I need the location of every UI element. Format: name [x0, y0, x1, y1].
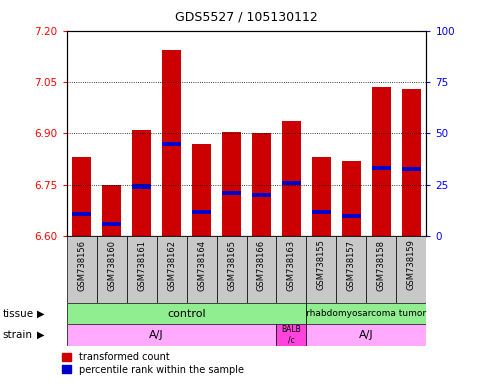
FancyBboxPatch shape [307, 324, 426, 346]
Legend: transformed count, percentile rank within the sample: transformed count, percentile rank withi… [62, 353, 244, 375]
Text: GSM738166: GSM738166 [257, 240, 266, 291]
Text: GSM738156: GSM738156 [77, 240, 86, 291]
Bar [282, 181, 301, 185]
FancyBboxPatch shape [307, 236, 336, 303]
Bar [162, 142, 181, 146]
Text: GSM738162: GSM738162 [167, 240, 176, 291]
Bar [402, 167, 421, 171]
Text: control: control [167, 309, 206, 319]
Bar [72, 212, 91, 216]
Text: ▶: ▶ [36, 309, 44, 319]
Bar [252, 193, 271, 197]
Text: rhabdomyosarcoma tumor: rhabdomyosarcoma tumor [307, 310, 426, 318]
Text: GDS5527 / 105130112: GDS5527 / 105130112 [175, 10, 318, 23]
Bar [132, 184, 151, 189]
Text: GSM738155: GSM738155 [317, 240, 326, 290]
Bar [102, 185, 121, 236]
Text: GSM738164: GSM738164 [197, 240, 206, 291]
FancyBboxPatch shape [97, 236, 127, 303]
Bar [252, 133, 271, 236]
Bar [222, 191, 241, 195]
FancyBboxPatch shape [127, 236, 157, 303]
FancyBboxPatch shape [157, 236, 186, 303]
Bar [372, 166, 391, 170]
Bar [102, 222, 121, 226]
FancyBboxPatch shape [277, 236, 307, 303]
FancyBboxPatch shape [67, 303, 307, 324]
FancyBboxPatch shape [366, 236, 396, 303]
Bar [402, 89, 421, 236]
Bar [312, 157, 331, 236]
Bar [312, 210, 331, 214]
Bar [372, 87, 391, 236]
Text: ▶: ▶ [36, 330, 44, 340]
Text: A/J: A/J [359, 330, 374, 340]
Bar [132, 130, 151, 236]
FancyBboxPatch shape [396, 236, 426, 303]
FancyBboxPatch shape [67, 236, 97, 303]
Text: GSM738161: GSM738161 [137, 240, 146, 291]
Text: GSM738159: GSM738159 [407, 240, 416, 290]
FancyBboxPatch shape [246, 236, 277, 303]
Bar [342, 214, 361, 218]
Bar [162, 50, 181, 236]
Text: GSM738157: GSM738157 [347, 240, 356, 291]
Bar [342, 161, 361, 236]
Bar [192, 210, 211, 214]
Text: BALB
/c: BALB /c [282, 325, 301, 345]
Text: GSM738163: GSM738163 [287, 240, 296, 291]
FancyBboxPatch shape [186, 236, 216, 303]
Bar [222, 132, 241, 236]
FancyBboxPatch shape [216, 236, 246, 303]
Text: GSM738160: GSM738160 [107, 240, 116, 291]
Text: tissue: tissue [2, 309, 34, 319]
FancyBboxPatch shape [307, 303, 426, 324]
Text: GSM738158: GSM738158 [377, 240, 386, 291]
Bar [192, 144, 211, 236]
Bar [72, 157, 91, 236]
FancyBboxPatch shape [277, 324, 307, 346]
Text: A/J: A/J [149, 330, 164, 340]
Text: GSM738165: GSM738165 [227, 240, 236, 291]
Bar [282, 121, 301, 236]
FancyBboxPatch shape [336, 236, 366, 303]
FancyBboxPatch shape [67, 324, 277, 346]
Text: strain: strain [2, 330, 33, 340]
